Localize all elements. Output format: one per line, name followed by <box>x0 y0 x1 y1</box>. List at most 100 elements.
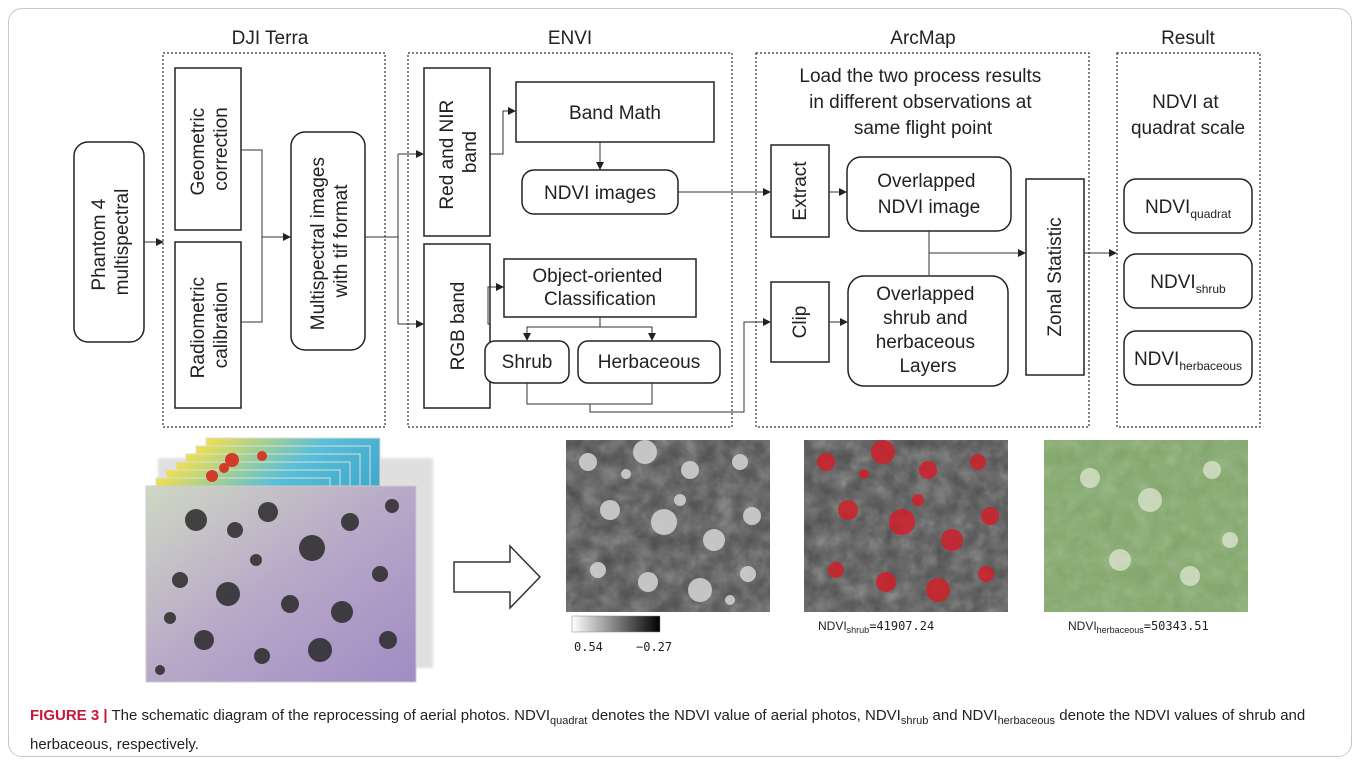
herb-value-number: =50343.51 <box>1144 619 1209 633</box>
clip-label: Clip <box>790 306 811 339</box>
section-title-dji-terra: DJI Terra <box>232 28 309 49</box>
result-quadrat-sub: quadrat <box>1190 207 1231 221</box>
big-arrow-icon <box>453 544 542 610</box>
figure-label: FIGURE 3 | <box>30 707 108 724</box>
group-arcmap <box>755 52 1090 428</box>
clip-box <box>770 281 830 363</box>
svg-text:NDVIherbaceous=50343.51: NDVIherbaceous=50343.51 <box>1068 619 1209 635</box>
result-shrub-main: NDVI <box>1150 272 1195 293</box>
ndvi-images-label: NDVI images <box>544 183 656 204</box>
svg-text:NDVIherbaceous: NDVIherbaceous <box>1134 349 1242 373</box>
svg-text:Multispectral images with: Multispectral images with tif format <box>308 152 352 330</box>
load-line1: Load the two process results <box>799 66 1041 87</box>
ndvi-scale-line2: quadrat scale <box>1131 118 1245 139</box>
shrub-label: Shrub <box>502 352 553 373</box>
shrub-overlay-image <box>804 440 1008 612</box>
extract-box <box>770 144 830 238</box>
red-nir-line1: Red and NIR <box>437 100 458 210</box>
phantom-line1: Phantom 4 <box>89 198 110 290</box>
herbaceous-box <box>577 340 721 384</box>
multispectral-line1: Multispectral images <box>308 157 329 330</box>
rgb-band-label: RGB band <box>448 282 469 371</box>
result-herbaceous-sub: herbaceous <box>1179 359 1242 373</box>
overlapped-ndvi-line1: Overlapped <box>877 171 975 192</box>
svg-text:Geometric correction: Geometric correction <box>188 103 232 196</box>
geometric-box <box>174 67 242 231</box>
overlapped-ndvi-line2: NDVI image <box>878 197 980 218</box>
shrub-value-sub: shrub <box>847 625 870 635</box>
ndvi-scale-line1: NDVI at <box>1152 92 1219 113</box>
herbaceous-label: Herbaceous <box>598 352 700 373</box>
shrub-value-number: =41907.24 <box>869 619 934 633</box>
result-box-herbaceous <box>1123 330 1253 386</box>
svg-text:Overlapped shrub and h: Overlapped shrub and herbaceous Layers <box>876 284 981 377</box>
herbaceous-overlay-image <box>1044 440 1248 612</box>
caption-part-1: The schematic diagram of the reprocessin… <box>107 707 550 724</box>
overlapped-layers-line4: Layers <box>899 356 956 377</box>
zonal-statistic-box <box>1025 178 1085 376</box>
svg-text:Object-oriented Classifica: Object-oriented Classification <box>532 266 667 310</box>
red-nir-line2: band <box>460 131 481 173</box>
result-box-shrub <box>1123 253 1253 309</box>
flow-diagram: DJI Terra ENVI ArcMap Result Phantom 4 m… <box>73 28 1261 683</box>
svg-text:NDVIshrub: NDVIshrub <box>1150 272 1226 296</box>
geometric-line2: correction <box>211 107 232 190</box>
overlapped-layers-line3: herbaceous <box>876 332 975 353</box>
object-oriented-box <box>503 258 697 318</box>
load-line2: in different observations at <box>809 92 1032 113</box>
group-result <box>1116 52 1261 428</box>
multispectral-image-stack <box>145 437 433 683</box>
herb-value-main: NDVI <box>1068 619 1097 633</box>
caption-sub-2: shrub <box>900 715 929 727</box>
svg-text:Load the two process results: Load the two process results in differen… <box>799 66 1046 139</box>
caption-sub-1: quadrat <box>550 715 588 727</box>
svg-text:Phantom 4 multispectral: Phantom 4 multispectral <box>89 189 133 296</box>
result-herbaceous-main: NDVI <box>1134 349 1179 370</box>
legend-min-label: 0.54 <box>574 640 603 654</box>
ndvi-grayscale-image <box>566 440 770 612</box>
section-title-result: Result <box>1161 28 1216 49</box>
red-nir-box <box>423 67 491 237</box>
svg-text:Red and NIR band: Red and NIR band <box>437 94 481 209</box>
object-oriented-line2: Classification <box>544 289 656 310</box>
figure-frame <box>8 8 1352 757</box>
phantom-line2: multispectral <box>112 189 133 296</box>
radiometric-box <box>174 241 242 409</box>
object-oriented-line1: Object-oriented <box>532 266 662 287</box>
rgb-band-box <box>423 243 491 409</box>
overlapped-layers-box <box>847 275 1009 387</box>
radiometric-line1: Radiometric <box>188 277 209 378</box>
section-title-arcmap: ArcMap <box>890 28 955 49</box>
section-title-envi: ENVI <box>548 28 592 49</box>
ndvi-legend-bar <box>571 615 661 633</box>
herb-value-sub: herbaceous <box>1097 625 1145 635</box>
band-math-label: Band Math <box>569 103 661 124</box>
multispectral-line2: with tif format <box>331 184 352 299</box>
overlapped-ndvi-box <box>846 156 1012 232</box>
caption-sub-3: herbaceous <box>997 715 1056 727</box>
radiometric-line2: calibration <box>211 282 232 369</box>
geometric-line1: Geometric <box>188 108 209 196</box>
extract-label: Extract <box>790 161 811 221</box>
result-shrub-sub: shrub <box>1196 282 1226 296</box>
overlapped-layers-line1: Overlapped <box>876 284 974 305</box>
result-box-quadrat <box>1123 178 1253 234</box>
caption-part-4: denote the NDVI values of shrub and herb… <box>30 707 1306 753</box>
group-envi <box>407 52 733 428</box>
overlapped-layers-line2: shrub and <box>883 308 968 329</box>
caption-part-2: denotes the NDVI value of aerial photos,… <box>587 707 901 724</box>
shrub-value-main: NDVI <box>818 619 847 633</box>
zonal-statistic-label: Zonal Statistic <box>1045 217 1066 336</box>
svg-text:NDVIquadrat: NDVIquadrat <box>1145 197 1232 221</box>
caption-part-3: and NDVI <box>928 707 998 724</box>
svg-text:Radiometric calibration: Radiometric calibration <box>188 272 232 379</box>
result-quadrat-main: NDVI <box>1145 197 1190 218</box>
connectors <box>144 107 1117 413</box>
svg-text:NDVI at quadrat scale: NDVI at quadrat scale <box>1131 92 1245 139</box>
figure-caption: FIGURE 3 | The schematic diagram of the … <box>30 704 1340 756</box>
svg-text:NDVIshrub=41907.24: NDVIshrub=41907.24 <box>818 619 934 635</box>
svg-text:Overlapped NDVI image: Overlapped NDVI image <box>877 171 981 218</box>
band-math-box <box>515 81 715 143</box>
multispectral-images-box <box>290 131 366 351</box>
load-line3: same flight point <box>854 118 993 139</box>
